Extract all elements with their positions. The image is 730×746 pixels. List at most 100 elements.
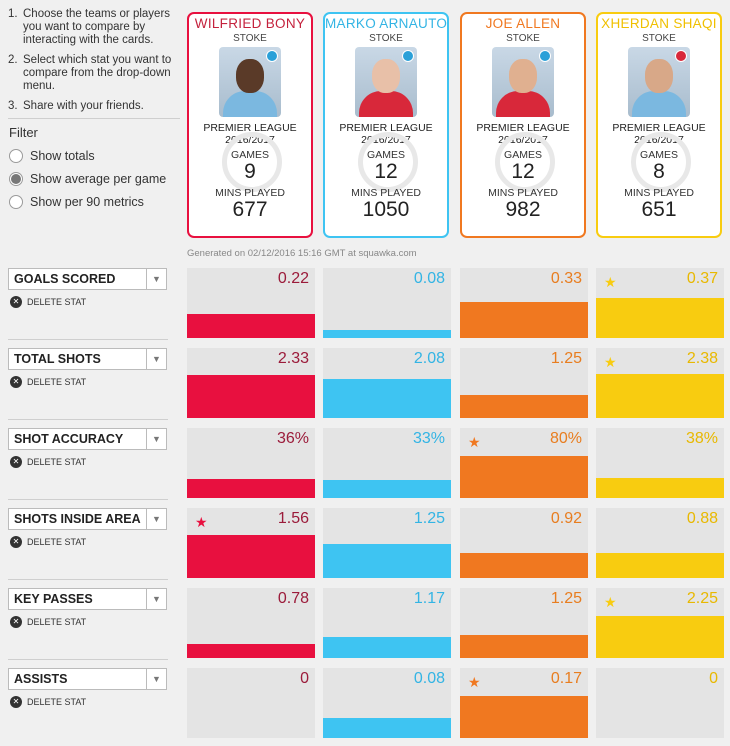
stat-value: 1.17	[413, 590, 445, 607]
stat-cell: 2.33	[187, 348, 315, 418]
stat-dropdown[interactable]: KEY PASSES ▼	[8, 588, 167, 610]
chevron-down-icon[interactable]: ▼	[146, 669, 166, 689]
stat-bar	[596, 616, 724, 658]
filter-option[interactable]: Show per 90 metrics	[9, 195, 144, 209]
delete-stat-label: DELETE STAT	[27, 377, 87, 387]
stat-bar	[187, 479, 315, 498]
stat-cell: 0	[596, 668, 724, 738]
close-circle-icon: ✕	[10, 696, 22, 708]
club-badge-icon	[402, 50, 414, 62]
filter-option[interactable]: Show totals	[9, 149, 95, 163]
ring-graphic	[631, 132, 691, 192]
player-photo	[355, 47, 417, 117]
stat-value: 2.25	[686, 590, 718, 607]
radio-button[interactable]	[9, 149, 23, 163]
divider	[8, 118, 180, 119]
stat-bar	[323, 480, 451, 498]
delete-stat-label: DELETE STAT	[27, 297, 87, 307]
stat-value: 0	[300, 670, 309, 687]
stat-bar	[323, 718, 451, 738]
filter-option[interactable]: Show average per game	[9, 172, 166, 186]
stat-dropdown[interactable]: GOALS SCORED ▼	[8, 268, 167, 290]
league-name: PREMIER LEAGUE	[203, 122, 297, 134]
radio-button[interactable]	[9, 195, 23, 209]
delete-stat-button[interactable]: ✕ DELETE STAT	[10, 296, 86, 308]
stat-cell: 1.25	[323, 508, 451, 578]
chevron-down-icon[interactable]: ▼	[146, 429, 166, 449]
stat-bar	[596, 478, 724, 498]
stat-bar	[460, 553, 588, 578]
stat-bar	[460, 395, 588, 418]
player-card[interactable]: XHERDAN SHAQI STOKE PREMIER LEAGUE 2016/201…	[596, 12, 722, 238]
player-card[interactable]: MARKO ARNAUTO STOKE PREMIER LEAGUE 2016/201…	[323, 12, 449, 238]
league-name: PREMIER LEAGUE	[612, 122, 706, 134]
delete-stat-button[interactable]: ✕ DELETE STAT	[10, 536, 86, 548]
club-badge-icon	[675, 50, 687, 62]
chevron-down-icon[interactable]: ▼	[146, 589, 166, 609]
stat-value: 1.25	[550, 590, 582, 607]
games-label: GAMES	[640, 149, 678, 161]
stat-dropdown[interactable]: SHOT ACCURACY ▼	[8, 428, 167, 450]
player-name: MARKO ARNAUTO	[325, 16, 448, 31]
close-circle-icon: ✕	[10, 376, 22, 388]
chevron-down-icon[interactable]: ▼	[146, 349, 166, 369]
radio-button[interactable]	[9, 172, 23, 186]
stat-cell: 38%	[596, 428, 724, 498]
games-value: 12	[511, 160, 535, 183]
chevron-down-icon[interactable]: ▼	[146, 509, 166, 529]
stat-value: 1.25	[413, 510, 445, 527]
stat-bar	[323, 330, 451, 338]
delete-stat-button[interactable]: ✕ DELETE STAT	[10, 456, 86, 468]
mins-label: MINS PLAYED	[488, 187, 558, 199]
stat-cell: 2.38 ★	[596, 348, 724, 418]
divider	[8, 499, 168, 500]
games-label: GAMES	[367, 149, 405, 161]
player-head	[509, 59, 537, 93]
stat-value: 36%	[276, 430, 309, 447]
stat-bar	[187, 644, 315, 658]
close-circle-icon: ✕	[10, 536, 22, 548]
chevron-down-icon[interactable]: ▼	[146, 269, 166, 289]
player-name: WILFRIED BONY	[194, 16, 306, 31]
player-head	[645, 59, 673, 93]
stat-name: SHOTS INSIDE AREA	[14, 512, 141, 526]
stat-dropdown[interactable]: ASSISTS ▼	[8, 668, 167, 690]
stat-cell: 0.17 ★	[460, 668, 588, 738]
stat-value: 0.33	[550, 270, 582, 287]
player-card[interactable]: WILFRIED BONY STOKE PREMIER LEAGUE 2016/201…	[187, 12, 313, 238]
delete-stat-button[interactable]: ✕ DELETE STAT	[10, 696, 86, 708]
filter-option-label: Show average per game	[30, 172, 167, 186]
stat-bar	[323, 379, 451, 418]
close-circle-icon: ✕	[10, 456, 22, 468]
stat-cell: 0.78	[187, 588, 315, 658]
stat-dropdown[interactable]: SHOTS INSIDE AREA ▼	[8, 508, 167, 530]
stat-cell: 2.08	[323, 348, 451, 418]
stat-value: 0.78	[277, 590, 309, 607]
instruction-item: 1. Choose the teams or players you want t…	[8, 8, 180, 47]
team-name: STOKE	[642, 33, 676, 44]
stat-name: ASSISTS	[14, 672, 68, 686]
stat-bar	[460, 302, 588, 338]
player-photo	[628, 47, 690, 117]
instruction-number: 1.	[8, 8, 18, 20]
player-shirt	[496, 91, 550, 117]
star-icon: ★	[604, 354, 617, 370]
stat-cell: 0.08	[323, 668, 451, 738]
stat-dropdown[interactable]: TOTAL SHOTS ▼	[8, 348, 167, 370]
stat-value: 1.25	[550, 350, 582, 367]
mins-label: MINS PLAYED	[215, 187, 285, 199]
stat-value: 0.37	[686, 270, 718, 287]
stat-bar	[187, 535, 315, 578]
games-label: GAMES	[504, 149, 542, 161]
player-card[interactable]: JOE ALLEN STOKE PREMIER LEAGUE 2016/2017 GAM…	[460, 12, 586, 238]
delete-stat-button[interactable]: ✕ DELETE STAT	[10, 376, 86, 388]
ring-graphic	[222, 132, 282, 192]
stat-bar	[596, 553, 724, 578]
stat-value: 2.33	[277, 350, 309, 367]
stat-bar	[323, 637, 451, 658]
player-name: XHERDAN SHAQI	[601, 16, 717, 31]
league-name: PREMIER LEAGUE	[339, 122, 433, 134]
stat-value: 80%	[549, 430, 582, 447]
delete-stat-button[interactable]: ✕ DELETE STAT	[10, 616, 86, 628]
stat-cell: 1.17	[323, 588, 451, 658]
